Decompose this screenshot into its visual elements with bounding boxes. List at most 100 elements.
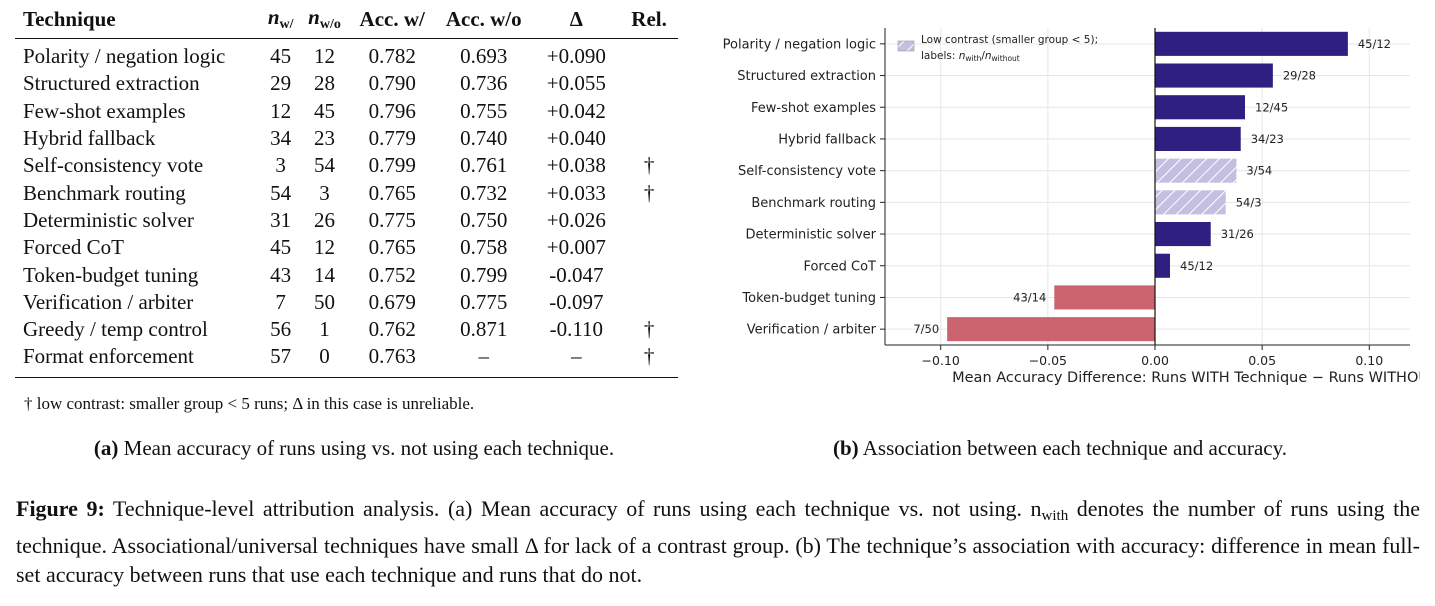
cell-n-with: 43 — [270, 262, 292, 287]
figure-caption-sub: with — [1041, 508, 1069, 524]
cell-n-with: 29 — [270, 71, 292, 96]
caption-a-text: Mean accuracy of runs using vs. not usin… — [118, 436, 615, 460]
cell-technique: Token-budget tuning — [23, 262, 199, 287]
table-body: Polarity / negation logic 45 12 0.782 0.693 +… — [15, 39, 678, 378]
cell-n-without: 3 — [319, 180, 330, 205]
y-tick-label: Hybrid fallback — [778, 132, 876, 147]
y-tick-label: Token-budget tuning — [741, 291, 876, 306]
figure-caption-label: Figure 9: — [16, 496, 105, 521]
header-n-without-sub: w/o — [319, 17, 341, 32]
bar — [1155, 95, 1245, 120]
y-tick-label: Deterministic solver — [746, 228, 877, 243]
legend-part-line2-prefix: labels: — [921, 50, 959, 62]
cell-acc-without: 0.736 — [460, 71, 508, 96]
cell-delta: +0.033 — [546, 180, 606, 205]
header-acc-with: Acc. w/ — [349, 0, 435, 39]
cell-acc-with: 0.799 — [368, 153, 416, 178]
legend-line-1: Low contrast (smaller group < 5); — [921, 34, 1098, 46]
caption-b-label: (b) — [832, 436, 859, 460]
bar-label: 54/3 — [1236, 195, 1262, 209]
chart-axes: −0.10 −0.05 0.00 0.05 0.10 Polarity / negatio… — [723, 28, 1410, 368]
cell-delta: +0.007 — [546, 235, 606, 260]
header-n-with-symbol: n — [267, 5, 280, 29]
cell-delta: -0.097 — [549, 289, 604, 314]
cell-acc-without: 0.758 — [460, 235, 508, 260]
table-header-row: Technique nw/ nw/o Acc. w/ Acc. w/o Δ Re… — [15, 0, 678, 39]
cell-delta: +0.038 — [546, 153, 606, 178]
header-acc-without: Acc. w/o — [435, 0, 533, 39]
header-technique: Technique — [15, 0, 262, 39]
caption-a-label: (a) — [93, 436, 119, 460]
cell-delta: +0.055 — [546, 71, 606, 96]
caption-b: (b) Association between each technique a… — [735, 436, 1385, 461]
cell-rel: † — [643, 317, 655, 342]
cell-rel: † — [643, 153, 655, 178]
cell-acc-without: 0.761 — [460, 153, 508, 178]
cell-acc-with: 0.752 — [368, 262, 416, 287]
cell-n-with: 56 — [270, 317, 292, 342]
cell-acc-with: 0.782 — [368, 44, 416, 69]
cell-n-without: 26 — [314, 207, 335, 232]
cell-n-with: 57 — [270, 344, 292, 369]
bar — [1155, 158, 1237, 183]
cell-acc-without: 0.871 — [460, 317, 508, 342]
cell-n-without: 23 — [314, 126, 335, 151]
cell-rel — [620, 70, 678, 97]
cell-n-with: 3 — [275, 153, 286, 178]
legend-part-n: n — [959, 50, 966, 62]
cell-technique: Polarity / negation logic — [23, 44, 226, 69]
table-row: Few-shot examples 12 45 0.796 0.755 +0.042 — [15, 98, 678, 125]
bar-label: 3/54 — [1246, 164, 1272, 178]
cell-technique: Self-consistency vote — [23, 153, 204, 178]
table-row: Polarity / negation logic 45 12 0.782 0.693 +… — [15, 39, 678, 71]
cell-acc-without: 0.740 — [460, 126, 508, 151]
caption-b-text: Association between each technique and a… — [858, 436, 1288, 460]
bar-label: 45/12 — [1180, 259, 1213, 273]
table-row: Structured extraction 29 28 0.790 0.736 +0.05… — [15, 70, 678, 97]
cell-delta: +0.040 — [546, 126, 606, 151]
figure-caption: Figure 9: Technique-level attribution an… — [16, 494, 1420, 589]
cell-acc-without: – — [478, 344, 489, 369]
bar — [1155, 31, 1348, 56]
bar-label: 45/12 — [1358, 37, 1391, 51]
table-row: Hybrid fallback 34 23 0.779 0.740 +0.040 — [15, 125, 678, 152]
y-tick-label: Self-consistency vote — [738, 164, 876, 179]
cell-acc-without: 0.750 — [460, 207, 508, 232]
cell-acc-without: 0.693 — [460, 44, 508, 69]
cell-technique: Greedy / temp control — [23, 317, 208, 342]
x-tick-label: −0.05 — [1029, 353, 1067, 368]
cell-delta: +0.042 — [546, 98, 606, 123]
bar — [1155, 222, 1211, 247]
bar — [1054, 285, 1155, 310]
cell-n-without: 50 — [314, 289, 335, 314]
table-footnote: † low contrast: smaller group < 5 runs; … — [24, 394, 475, 413]
figure-caption-text: Technique-level attribution analysis. (a… — [104, 496, 1042, 521]
bar — [1155, 190, 1226, 215]
cell-rel — [620, 261, 678, 288]
legend-swatch — [897, 40, 915, 52]
chart-legend: Low contrast (smaller group < 5); labels:… — [897, 34, 1098, 63]
bar — [1155, 253, 1170, 278]
technique-table-panel: Technique nw/ nw/o Acc. w/ Acc. w/o Δ Re… — [15, 0, 678, 378]
cell-technique: Verification / arbiter — [23, 289, 194, 314]
bar — [1155, 63, 1273, 88]
caption-a: (a) Mean accuracy of runs using vs. not … — [0, 436, 708, 461]
legend-line-2: labels: nwith/nwithout — [921, 50, 1020, 63]
bar-label: 29/28 — [1283, 69, 1316, 83]
technique-table: Technique nw/ nw/o Acc. w/ Acc. w/o Δ Re… — [15, 0, 678, 378]
table-row: Verification / arbiter 7 50 0.679 0.775 -0.09… — [15, 289, 678, 316]
cell-technique: Format enforcement — [23, 344, 194, 369]
cell-n-with: 12 — [270, 98, 292, 123]
x-tick-label: 0.00 — [1141, 353, 1169, 368]
cell-technique: Structured extraction — [23, 71, 200, 96]
cell-acc-without: 0.755 — [460, 98, 508, 123]
header-n-with: nw/ — [261, 0, 300, 39]
cell-n-with: 54 — [270, 180, 292, 205]
cell-n-with: 34 — [270, 126, 292, 151]
cell-delta: -0.047 — [549, 262, 604, 287]
cell-acc-with: 0.775 — [368, 207, 416, 232]
cell-n-without: 54 — [314, 153, 335, 178]
cell-acc-with: 0.762 — [368, 317, 416, 342]
cell-rel — [620, 39, 678, 71]
legend-part-with-sub: with — [965, 54, 981, 63]
